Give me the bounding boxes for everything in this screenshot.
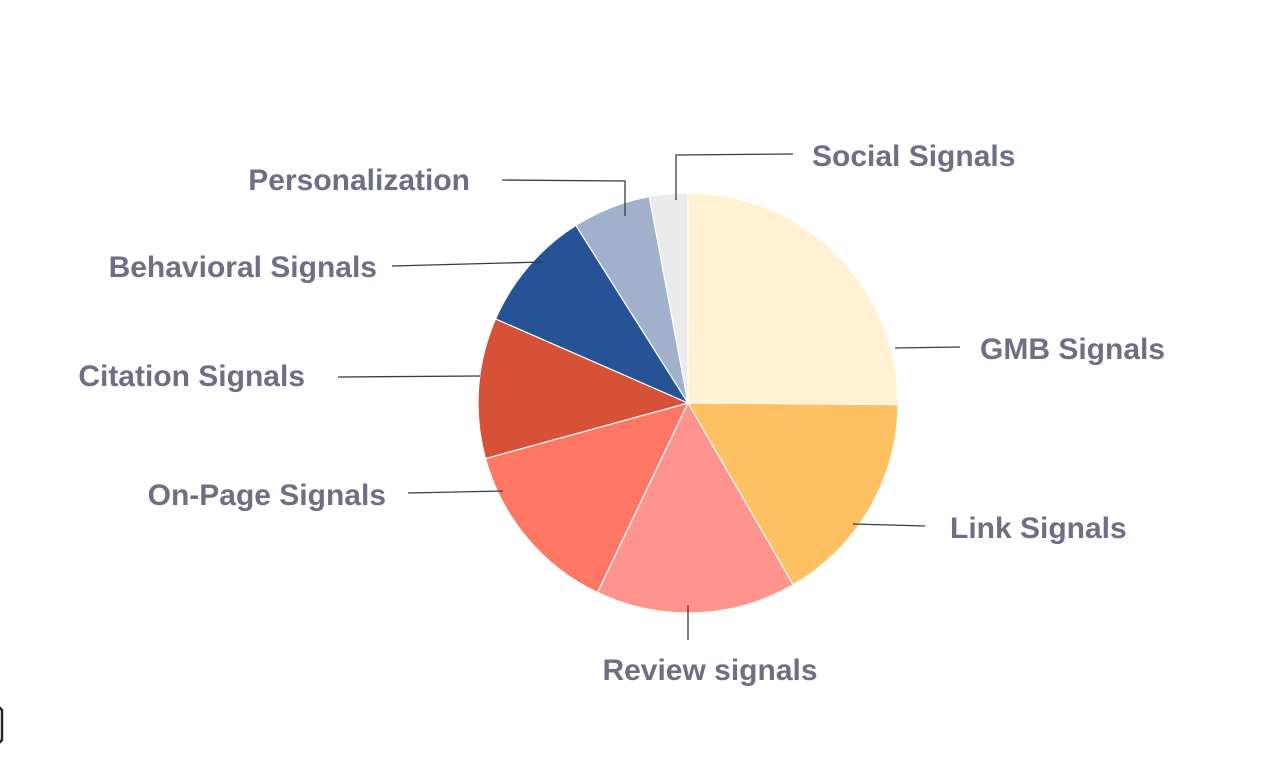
slice-label: Behavioral Signals	[109, 251, 377, 284]
pie-slice-review-signals	[596, 401, 794, 614]
pie-slice-citation-signals	[477, 318, 690, 460]
slice-label: Personalization	[248, 164, 470, 197]
slice-label: Social Signals	[812, 140, 1015, 173]
leader-line	[675, 153, 794, 200]
leader-line	[501, 179, 626, 216]
slice-label: Citation Signals	[78, 360, 305, 393]
slice-label: Link Signals	[950, 512, 1127, 545]
pie-slice-gmb-signals	[687, 192, 899, 406]
pie-slice-social-signals	[648, 192, 689, 404]
leader-line	[407, 490, 504, 494]
slice-labels: GMB Signals Link Signals Review signals On-…	[78, 140, 1165, 687]
pie-slice-behavioral-signals	[494, 224, 690, 405]
leader-line	[337, 375, 481, 378]
leader-line	[852, 523, 926, 527]
pie-slice-link-signals	[686, 402, 899, 586]
slice-label: On-Page Signals	[148, 479, 386, 512]
pie-slices	[477, 192, 899, 614]
leader-line	[894, 346, 961, 349]
leader-lines	[337, 153, 961, 640]
slice-label: Review signals	[602, 654, 817, 687]
leader-line	[391, 261, 544, 267]
bracket-mark	[0, 706, 4, 744]
slice-label: GMB Signals	[980, 333, 1165, 366]
pie-slice-on-page-signals	[484, 402, 690, 594]
